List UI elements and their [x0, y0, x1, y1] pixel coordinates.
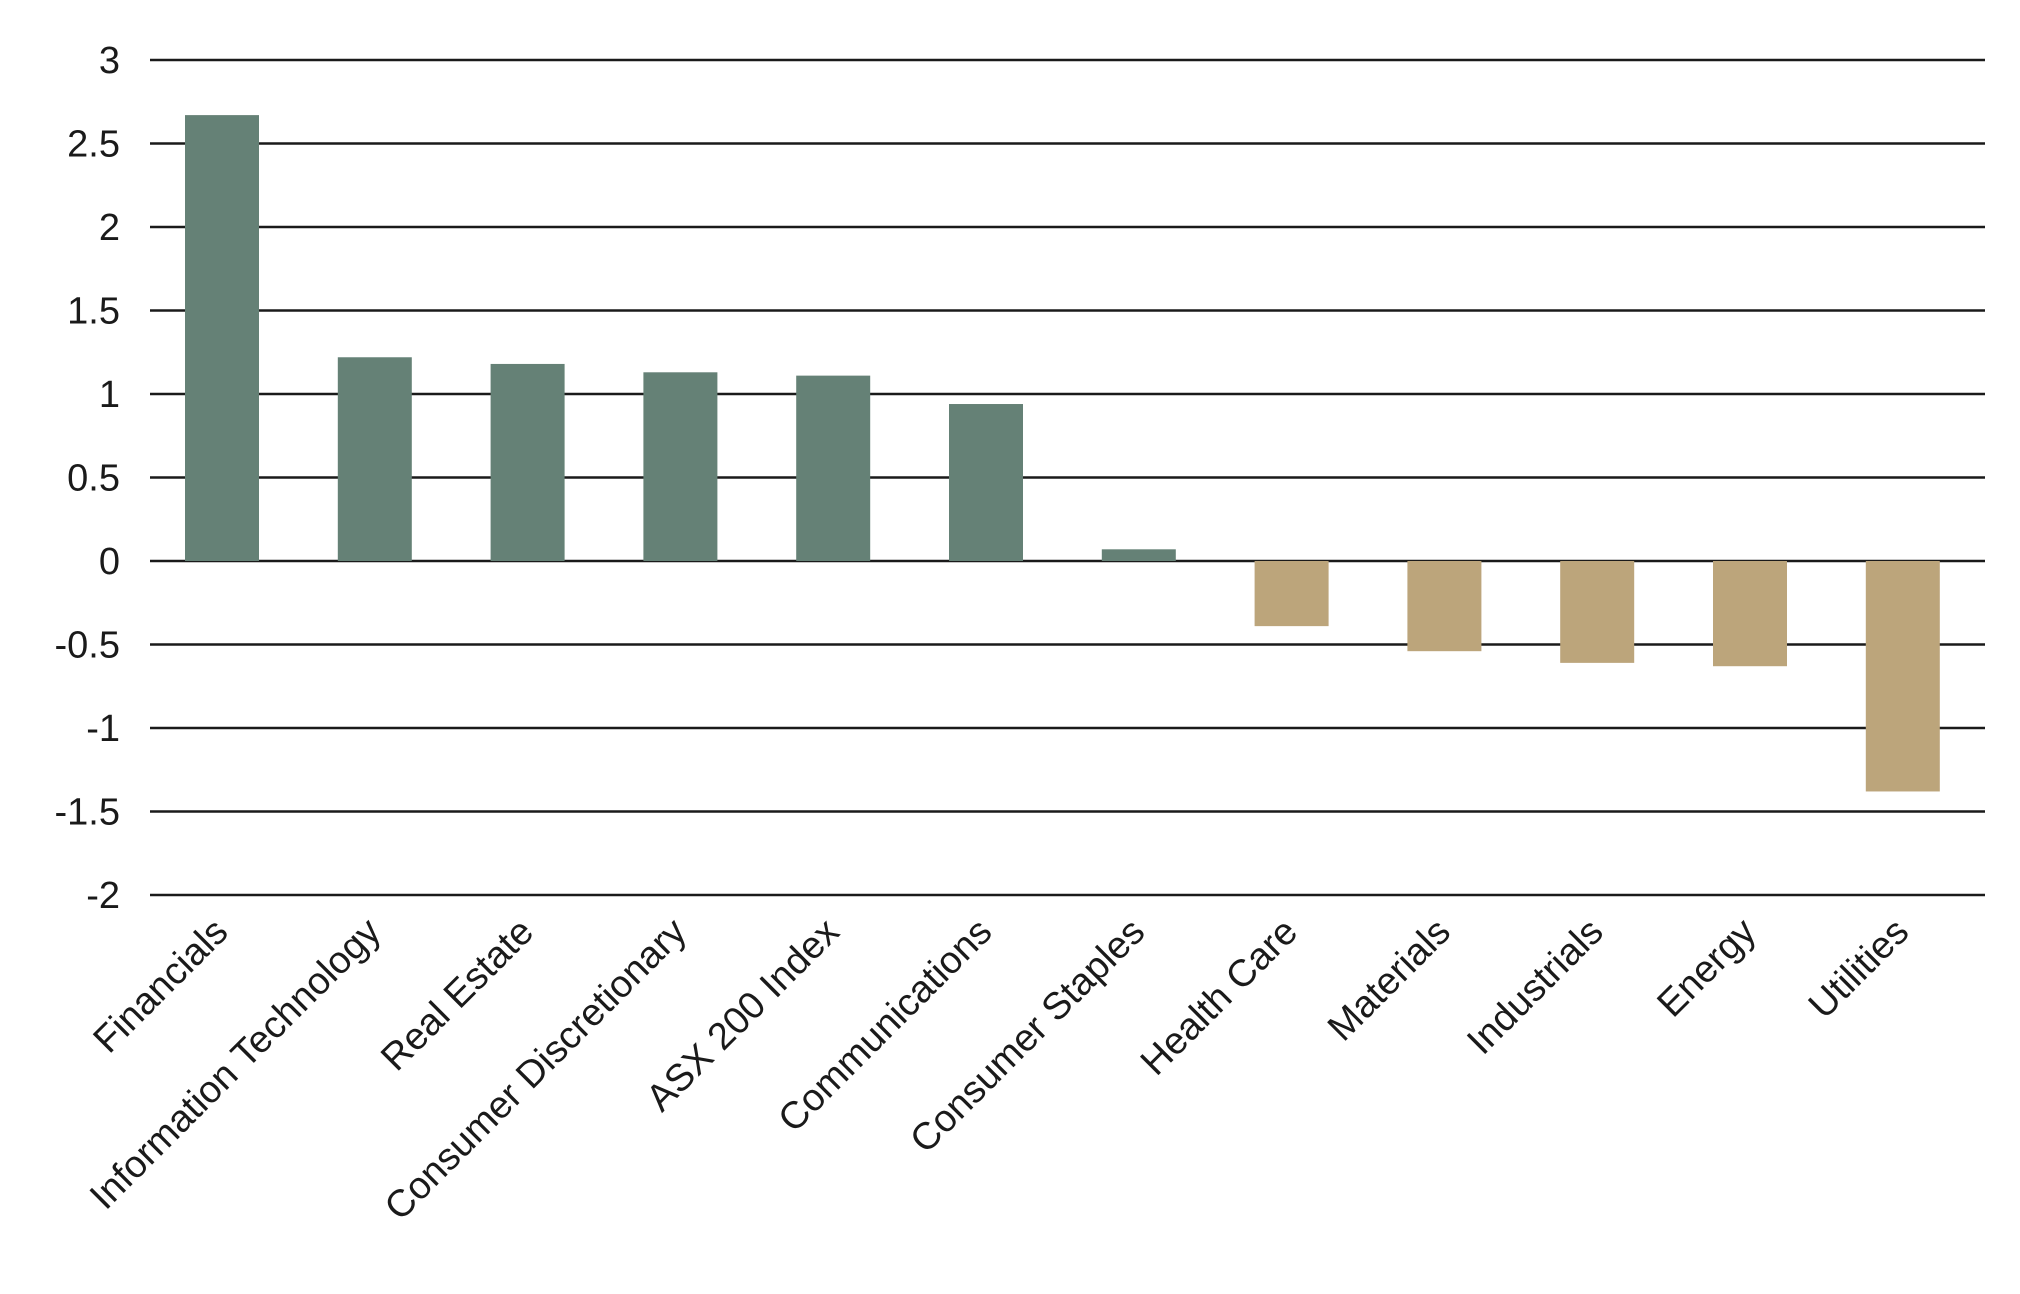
y-axis-ticks: 3 2.5 2 1.5 1 0.5 0 -0.5 -1 -1.5 -2 — [55, 40, 120, 917]
y-tick-label: 1 — [99, 374, 120, 416]
y-tick-label: 2 — [99, 207, 120, 249]
y-tick-label: -1 — [86, 708, 120, 750]
x-tick-label: Health Care — [1133, 911, 1306, 1084]
bar-energy — [1713, 561, 1787, 667]
bar-communications — [949, 404, 1023, 561]
bar-health-care — [1254, 561, 1329, 627]
bar-information-technology — [337, 357, 412, 561]
y-tick-label: 3 — [99, 40, 120, 82]
x-tick-label: Energy — [1650, 911, 1765, 1026]
gridlines — [150, 58, 1985, 897]
bar-industrials — [1560, 561, 1635, 663]
bar-consumer-staples — [1101, 549, 1176, 561]
bar-materials — [1407, 561, 1482, 652]
bar-asx-200-index — [796, 375, 871, 561]
x-tick-label: Utilities — [1801, 911, 1917, 1027]
x-tick-label: Industrials — [1459, 911, 1611, 1063]
bar-consumer-discretionary — [643, 372, 718, 561]
x-tick-label: Materials — [1320, 911, 1459, 1050]
y-tick-label: -2 — [86, 875, 120, 917]
bar-real-estate — [490, 363, 565, 561]
x-tick-label: Financials — [86, 911, 237, 1062]
y-tick-label: -1.5 — [55, 792, 120, 834]
bars — [185, 115, 1940, 792]
y-tick-label: 0 — [99, 541, 120, 583]
y-tick-label: 2.5 — [67, 124, 120, 166]
bar-financials — [185, 115, 259, 562]
x-tick-label: Consumer Discretionary — [377, 911, 695, 1229]
x-tick-label: Real Estate — [373, 911, 542, 1080]
y-tick-label: 1.5 — [67, 291, 120, 333]
y-tick-label: -0.5 — [55, 625, 120, 667]
y-tick-label: 0.5 — [67, 458, 120, 500]
x-tick-label: Information Technology — [82, 911, 389, 1218]
bar-utilities — [1865, 561, 1940, 792]
